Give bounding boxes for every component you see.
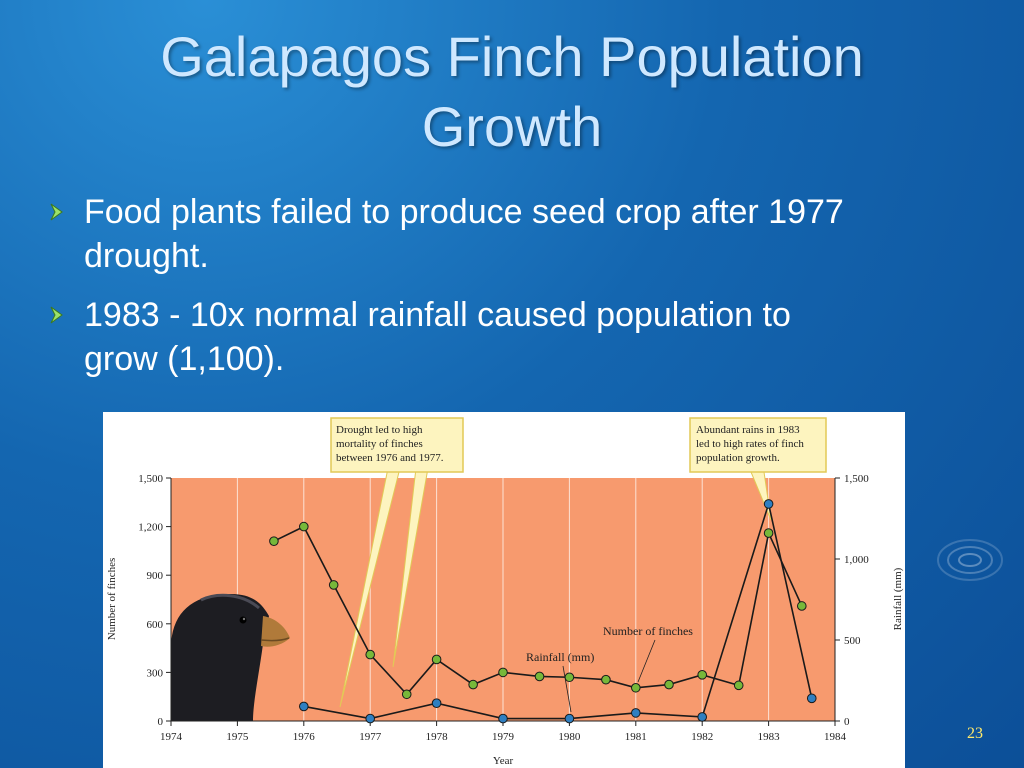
x-tick-label: 1978	[426, 731, 449, 743]
x-tick-label: 1977	[359, 731, 382, 743]
finch-series-label: Number of finches	[603, 624, 693, 638]
finch-data-point	[601, 674, 611, 685]
drought-callout-line: Drought led to high	[336, 424, 423, 436]
rainfall-data-point	[806, 693, 817, 704]
bullet-text-line-2: grow (1,100).	[84, 340, 285, 378]
finch-data-point	[365, 649, 376, 660]
x-tick-label: 1982	[691, 731, 713, 743]
y2-tick-label: 1,000	[844, 554, 869, 566]
finch-data-point	[797, 601, 807, 611]
rainfall-data-point	[697, 712, 708, 722]
x-axis-title: Year	[493, 755, 514, 767]
finch-data-point	[733, 680, 744, 691]
drought-callout-line: between 1976 and 1977.	[336, 452, 444, 464]
slide-title-line-1: Galapagos Finch Population	[160, 25, 864, 88]
rainfall-data-point	[431, 698, 442, 708]
x-tick-label: 1974	[160, 731, 183, 743]
bullet-text-line-1: 1983 - 10x normal rainfall caused popula…	[84, 296, 791, 334]
slide-title-line-2: Growth	[421, 95, 603, 158]
drought-callout-line: mortality of finches	[336, 438, 423, 450]
finch-label-leader	[637, 639, 656, 683]
y-tick-label: 900	[147, 570, 164, 582]
y-tick-label: 600	[147, 619, 164, 631]
rain-callout-box	[689, 417, 827, 473]
x-tick-label: 1976	[293, 731, 316, 743]
bullet-text-line-2: drought.	[84, 237, 209, 275]
rainfall-data-point	[631, 708, 641, 718]
finch-data-point	[468, 679, 478, 690]
rainfall-data-point	[299, 701, 309, 712]
chart-panel: 1974 1975 1976 1977 1978 1979 1980 1981 1982 1983…	[103, 412, 905, 768]
x-tick-label: 1975	[226, 731, 249, 743]
x-tick-label: 1979	[492, 731, 515, 743]
grid-lines	[236, 478, 770, 721]
data-series	[269, 499, 817, 724]
x-tick-label: 1983	[758, 731, 781, 743]
tick-labels: 1974 1975 1976 1977 1978 1979 1980 1981 1982 1983…	[138, 473, 869, 743]
rainfall-label-leader	[562, 665, 572, 713]
finch-data-point	[299, 521, 309, 532]
finch-data-point	[328, 580, 339, 590]
finch-data-point	[564, 672, 575, 683]
y-tick-label: 0	[158, 716, 164, 728]
y-tick-label: 300	[147, 667, 164, 679]
x-tick-label: 1984	[824, 731, 847, 743]
rainfall-data-point	[763, 499, 774, 509]
bullet-text-line-1: Food plants failed to produce seed crop …	[84, 193, 844, 231]
rainfall-data-point	[564, 713, 575, 724]
finch-data-point	[401, 689, 412, 700]
arrow-bullet-icon	[50, 203, 63, 221]
y-tick-label: 1,500	[138, 473, 163, 485]
finch-data-point	[498, 667, 508, 678]
rain-callout-line: population growth.	[696, 452, 780, 464]
drought-callout-box	[330, 417, 464, 473]
finch-data-point	[631, 682, 641, 693]
water-ripple-icon	[937, 539, 1003, 581]
finch-head-icon	[171, 593, 290, 721]
bullet-item: 1983 - 10x normal rainfall caused popula…	[46, 293, 1006, 381]
page-number: 23	[967, 725, 983, 742]
rainfall-series-label: Rainfall (mm)	[526, 650, 594, 664]
arrow-bullet-icon	[50, 306, 63, 324]
finch-rainfall-chart: 1974 1975 1976 1977 1978 1979 1980 1981 1982 1983…	[106, 417, 904, 767]
finch-data-point	[431, 654, 442, 665]
slide-title: Galapagos Finch Population Growth	[0, 22, 1024, 162]
rain-callout-line: led to high rates of finch	[696, 438, 804, 450]
y2-tick-label: 500	[844, 635, 861, 647]
bullet-item: Food plants failed to produce seed crop …	[46, 190, 1006, 278]
drought-callout: Drought led to high mortality of finches…	[330, 417, 464, 473]
y2-tick-label: 1,500	[844, 473, 869, 485]
y2-axis-title: Rainfall (mm)	[892, 567, 904, 630]
rainfall-data-point	[365, 713, 376, 724]
finch-data-point	[534, 671, 545, 682]
bullet-list: Food plants failed to produce seed crop …	[46, 190, 1006, 396]
finch-data-point	[269, 536, 279, 546]
y2-tick-label: 0	[844, 716, 850, 728]
finch-data-point	[697, 670, 708, 680]
y-tick-label: 1,200	[138, 522, 163, 534]
rainfall-data-point	[498, 713, 508, 724]
rain-callout: Abundant rains in 1983 led to high rates…	[689, 417, 827, 473]
y-axis-title: Number of finches	[106, 558, 118, 640]
finch-data-point	[763, 528, 774, 538]
rain-callout-line: Abundant rains in 1983	[696, 424, 800, 436]
finch-data-point	[664, 679, 674, 690]
x-tick-label: 1981	[625, 731, 647, 743]
x-tick-label: 1980	[558, 731, 581, 743]
